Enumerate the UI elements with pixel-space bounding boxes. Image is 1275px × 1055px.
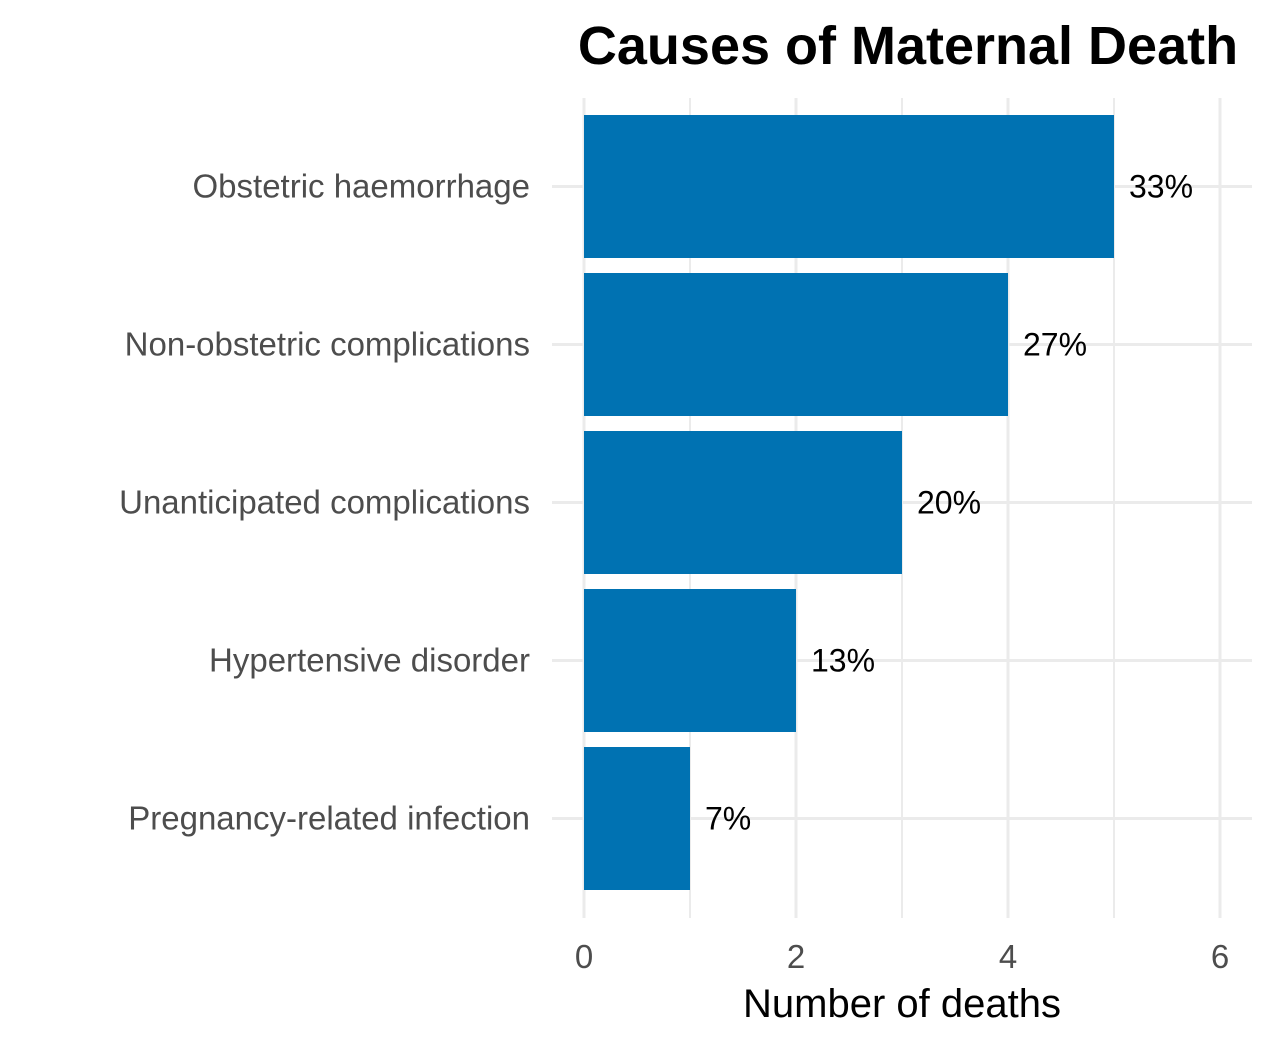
bar-3 [584,589,796,732]
x-tick-label-0: 0 [575,938,593,975]
x-tick-label-3: 6 [1211,938,1229,975]
x-axis-title: Number of deaths [743,982,1061,1026]
data-labels: 33% 27% 20% 13% 7% [705,169,1193,837]
bar-4 [584,747,690,890]
data-label-3: 13% [811,643,875,679]
data-label-0: 33% [1129,169,1193,205]
category-label-0: Obstetric haemorrhage [193,168,531,205]
category-label-2: Unanticipated complications [119,484,530,521]
bar-2 [584,431,902,574]
bar-1 [584,273,1008,416]
x-tick-label-2: 4 [999,938,1017,975]
bars [584,115,1114,890]
category-label-1: Non-obstetric complications [125,326,530,363]
category-label-4: Pregnancy-related infection [128,800,530,837]
category-label-3: Hypertensive disorder [209,642,530,679]
data-label-1: 27% [1023,327,1087,363]
data-label-2: 20% [917,485,981,521]
category-labels: Obstetric haemorrhage Non-obstetric compl… [119,168,530,837]
x-tick-label-1: 2 [787,938,805,975]
x-tick-labels: 0 2 4 6 [575,938,1229,975]
chart-title: Causes of Maternal Death [578,16,1238,76]
bar-0 [584,115,1114,258]
data-label-4: 7% [705,801,751,837]
